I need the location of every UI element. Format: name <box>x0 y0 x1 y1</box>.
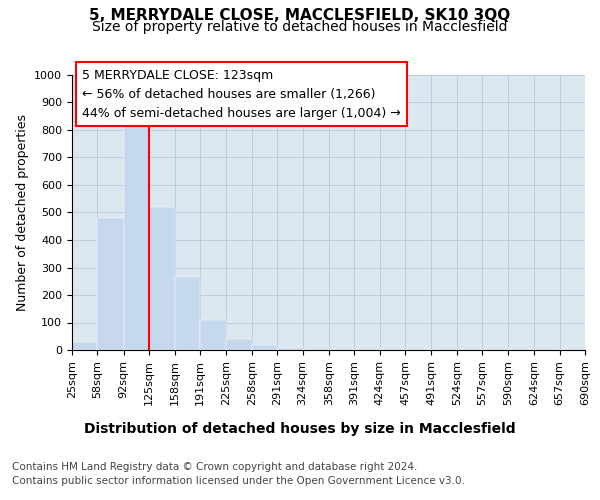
Bar <box>124 124 149 350</box>
Bar <box>252 344 277 350</box>
Text: 5, MERRYDALE CLOSE, MACCLESFIELD, SK10 3QQ: 5, MERRYDALE CLOSE, MACCLESFIELD, SK10 3… <box>89 8 511 22</box>
Bar <box>226 339 252 350</box>
Y-axis label: Number of detached properties: Number of detached properties <box>16 114 29 311</box>
Text: Contains public sector information licensed under the Open Government Licence v3: Contains public sector information licen… <box>12 476 465 486</box>
Bar <box>149 207 175 350</box>
Text: Distribution of detached houses by size in Macclesfield: Distribution of detached houses by size … <box>84 422 516 436</box>
Bar <box>277 348 302 350</box>
Text: 5 MERRYDALE CLOSE: 123sqm
← 56% of detached houses are smaller (1,266)
44% of se: 5 MERRYDALE CLOSE: 123sqm ← 56% of detac… <box>82 68 401 120</box>
Text: Contains HM Land Registry data © Crown copyright and database right 2024.: Contains HM Land Registry data © Crown c… <box>12 462 418 472</box>
Bar <box>72 342 97 350</box>
Bar <box>97 218 124 350</box>
Bar <box>175 277 200 350</box>
Text: Size of property relative to detached houses in Macclesfield: Size of property relative to detached ho… <box>92 20 508 34</box>
Bar <box>200 320 226 350</box>
